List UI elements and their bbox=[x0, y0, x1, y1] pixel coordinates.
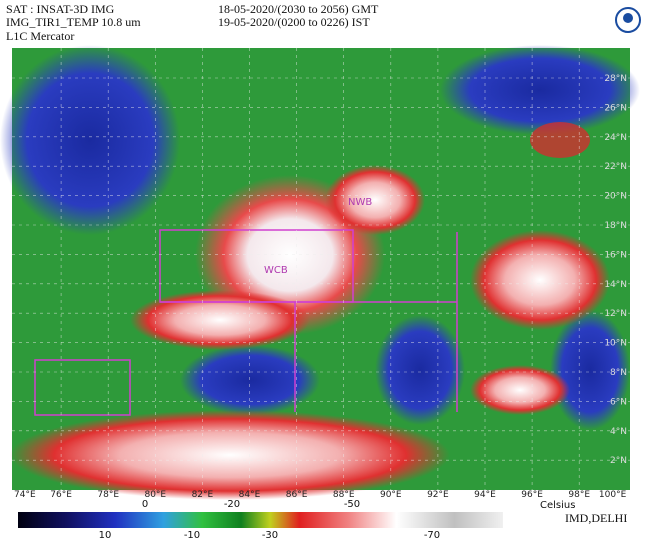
lon-label: 98°E bbox=[568, 490, 590, 500]
lon-label: 80°E bbox=[144, 490, 166, 500]
lon-label: 90°E bbox=[380, 490, 402, 500]
lon-label: 96°E bbox=[521, 490, 543, 500]
colorbar-label: -70 bbox=[424, 530, 440, 540]
lat-label: 10°N bbox=[604, 339, 627, 349]
lat-label: 2°N bbox=[610, 456, 627, 466]
lat-label: 8°N bbox=[610, 368, 627, 378]
lat-label: 14°N bbox=[604, 280, 627, 290]
graticule: 28°N 26°N 24°N 22°N 20°N 18°N 16°N 14°N 12°N 10°N… bbox=[12, 48, 630, 490]
colorbar-label: -30 bbox=[262, 530, 278, 540]
lat-label: 16°N bbox=[604, 250, 627, 260]
product: IMG_TIR1_TEMP 10.8 um bbox=[6, 15, 141, 29]
lat-label: 18°N bbox=[604, 221, 627, 231]
lon-label: 100°E bbox=[599, 490, 627, 500]
lat-label: 26°N bbox=[604, 103, 627, 113]
lat-label: 20°N bbox=[604, 192, 627, 202]
lat-label: 12°N bbox=[604, 309, 627, 319]
lon-label: 94°E bbox=[474, 490, 496, 500]
unit: Celsius bbox=[540, 500, 575, 511]
header: SAT : INSAT-3D IMG IMG_TIR1_TEMP 10.8 um… bbox=[6, 2, 641, 43]
projection: L1C Mercator bbox=[6, 29, 74, 43]
colorbar-scale bbox=[18, 512, 503, 528]
region-label: WCB bbox=[264, 265, 288, 276]
lon-label: 84°E bbox=[239, 490, 261, 500]
lon-label: 74°E bbox=[14, 490, 36, 500]
lon-label: 88°E bbox=[333, 490, 355, 500]
satellite: SAT : INSAT-3D IMG bbox=[6, 2, 115, 16]
credit: IMD,DELHI bbox=[565, 511, 627, 525]
lon-label: 82°E bbox=[192, 490, 214, 500]
lat-label: 4°N bbox=[610, 427, 627, 437]
colorbar-label: -10 bbox=[184, 530, 200, 540]
logo-inner bbox=[623, 13, 633, 23]
lat-label: 22°N bbox=[604, 162, 627, 172]
lon-label: 86°E bbox=[286, 490, 308, 500]
colorbar-label: 10 bbox=[99, 530, 112, 540]
lon-label: 76°E bbox=[50, 490, 72, 500]
lat-label: 24°N bbox=[604, 133, 627, 143]
colorbar-label: -50 bbox=[344, 499, 360, 510]
time-ist: 19-05-2020/(0200 to 0226) IST bbox=[218, 15, 370, 29]
colorbar: 0 -20 -50 10 -10 -30 -70 Celsius IMD,DEL… bbox=[18, 499, 627, 541]
imagery: WCB NWB bbox=[0, 45, 640, 500]
lat-label: 6°N bbox=[610, 397, 627, 407]
lon-label: 92°E bbox=[427, 490, 449, 500]
region-label: NWB bbox=[348, 197, 372, 208]
time-gmt: 18-05-2020/(2030 to 2056) GMT bbox=[218, 2, 379, 16]
lon-label: 78°E bbox=[97, 490, 119, 500]
colorbar-label: -20 bbox=[224, 499, 240, 510]
colorbar-label: 0 bbox=[142, 499, 148, 510]
lat-label: 28°N bbox=[604, 74, 627, 84]
